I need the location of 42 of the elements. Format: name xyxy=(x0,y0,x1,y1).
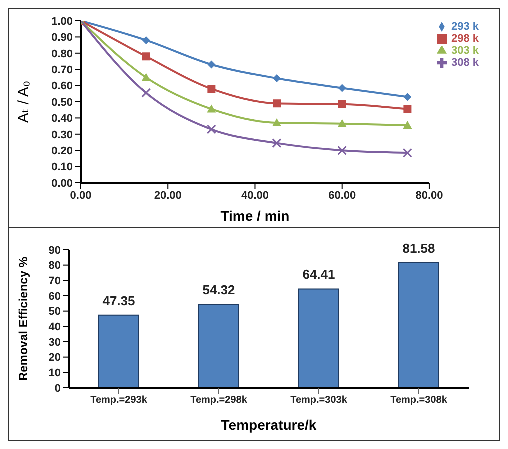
data-label: 47.35 xyxy=(102,293,136,308)
legend-label: 293 k xyxy=(451,21,479,33)
x-tick-label: 60.00 xyxy=(328,190,356,202)
y-tick-label: 0.90 xyxy=(52,32,73,44)
legend-label: 303 k xyxy=(451,45,479,57)
y-tick-label: 80 xyxy=(48,260,61,272)
y-tick-label: 30 xyxy=(48,336,61,349)
y-tick-label: 0.60 xyxy=(52,80,73,93)
y-tick-label: 40 xyxy=(48,322,61,334)
y-tick-label: 0 xyxy=(54,382,61,395)
y-tick-label: 0.20 xyxy=(52,146,73,158)
y-tick-label: 60 xyxy=(48,290,61,303)
y-tick-label: 0.80 xyxy=(52,48,73,60)
x-tick-label: 20.00 xyxy=(154,190,182,202)
y-tick-label: 0.10 xyxy=(52,162,73,174)
y-tick-label: 0.00 xyxy=(52,178,73,190)
x-tick-label: 0.00 xyxy=(70,190,92,202)
y-tick-label: 90 xyxy=(48,244,61,257)
y-tick-label: 70 xyxy=(48,276,61,288)
y-tick-label: 0.70 xyxy=(52,64,73,77)
data-label: 54.32 xyxy=(202,282,236,298)
y-axis-title: Removal Efficiency % xyxy=(16,256,30,382)
legend-label: 298 k xyxy=(451,33,479,45)
x-tick-label: 80.00 xyxy=(416,190,444,202)
x-tick-label: Temp.=298k xyxy=(190,395,248,406)
legend-label: 308 k xyxy=(451,57,479,69)
x-tick-label: Temp.=303k xyxy=(290,395,348,406)
x-tick-label: Temp.=308k xyxy=(390,395,448,406)
y-tick-label: 50 xyxy=(48,306,61,318)
data-label: 64.41 xyxy=(302,267,336,282)
x-tick-label: Temp.=293k xyxy=(90,395,148,406)
y-tick-label: 0.30 xyxy=(52,129,73,142)
y-tick-label: 0.40 xyxy=(52,113,73,126)
x-tick-label: 40.00 xyxy=(241,190,269,202)
y-tick-label: 0.50 xyxy=(52,96,73,109)
y-tick-label: 20 xyxy=(48,352,61,364)
y-tick-label: 10 xyxy=(48,368,61,380)
y-axis-title: Aₜ / A₀ xyxy=(15,80,32,124)
x-axis-title: Temperature/k xyxy=(221,417,317,433)
data-label: 81.58 xyxy=(402,240,436,256)
y-tick-label: 1.00 xyxy=(52,16,73,28)
x-axis-title: Time / min xyxy=(220,208,290,224)
